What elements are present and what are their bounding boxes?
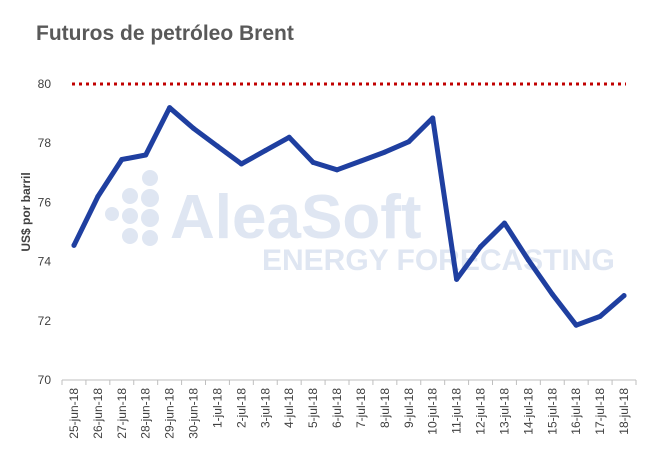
x-tick-label: 25-jun-18 <box>67 388 81 439</box>
data-point <box>597 313 603 319</box>
x-tick-label: 27-jun-18 <box>115 388 129 439</box>
x-tick-label: 5-jul-18 <box>306 388 320 428</box>
data-point <box>143 152 149 158</box>
y-tick-label: 80 <box>38 77 52 91</box>
x-tick-label: 16-jul-18 <box>569 388 583 435</box>
data-point <box>525 257 531 263</box>
watermark-logo: AleaSoft ENERGY FORECASTING <box>105 170 615 277</box>
y-tick-label: 76 <box>38 195 52 209</box>
x-tick-label: 15-jul-18 <box>545 388 559 435</box>
data-point <box>621 293 627 299</box>
series-points <box>71 105 627 328</box>
watermark-tagline: ENERGY FORECASTING <box>262 244 615 277</box>
data-point <box>454 276 460 282</box>
data-point <box>430 115 436 121</box>
data-point <box>310 159 316 165</box>
data-point <box>95 193 101 199</box>
x-axis-ticks: 25-jun-18 26-jun-18 27-jun-18 28-jun-18 29-j… <box>61 380 637 439</box>
x-tick-label: 13-jul-18 <box>497 388 511 435</box>
data-point <box>406 139 412 145</box>
x-tick-label: 10-jul-18 <box>426 388 440 435</box>
x-tick-label: 4-jul-18 <box>282 388 296 428</box>
x-tick-label: 28-jun-18 <box>139 388 153 439</box>
x-tick-label: 8-jul-18 <box>378 388 392 428</box>
x-tick-label: 14-jul-18 <box>521 388 535 435</box>
data-point <box>573 322 579 328</box>
x-tick-label: 9-jul-18 <box>402 388 416 428</box>
x-tick-label: 12-jul-18 <box>474 388 488 435</box>
data-point <box>71 242 77 248</box>
data-point <box>382 149 388 155</box>
x-tick-label: 6-jul-18 <box>330 388 344 428</box>
data-point <box>119 156 125 162</box>
data-point <box>262 148 268 154</box>
x-tick-label: 3-jul-18 <box>258 388 272 428</box>
data-point <box>238 161 244 167</box>
watermark-dots-icon <box>105 170 159 246</box>
data-point <box>334 167 340 173</box>
series-line-brent <box>71 105 627 328</box>
y-axis-label: US$ por barril <box>19 172 33 251</box>
y-tick-label: 78 <box>38 136 52 150</box>
chart-title: Futuros de petróleo Brent <box>36 22 294 45</box>
y-tick-label: 72 <box>38 314 52 328</box>
x-tick-label: 29-jun-18 <box>163 388 177 439</box>
x-tick-label: 11-jul-18 <box>450 388 464 434</box>
data-point <box>214 143 220 149</box>
data-point <box>549 291 555 297</box>
data-point <box>478 244 484 250</box>
watermark-brand: AleaSoft <box>170 183 421 252</box>
data-point <box>191 125 197 131</box>
y-tick-label: 70 <box>38 373 52 387</box>
x-tick-label: 2-jul-18 <box>234 388 248 428</box>
y-axis-ticks: 70 72 74 76 78 80 <box>38 77 52 387</box>
x-tick-label: 18-jul-18 <box>617 388 631 435</box>
x-tick-label: 7-jul-18 <box>354 388 368 428</box>
data-point <box>286 134 292 140</box>
data-point <box>358 158 364 164</box>
x-tick-label: 26-jun-18 <box>91 388 105 439</box>
x-tick-label: 1-jul-18 <box>210 388 224 428</box>
x-tick-label: 30-jun-18 <box>187 388 201 439</box>
y-tick-label: 74 <box>38 255 52 269</box>
x-tick-label: 17-jul-18 <box>593 388 607 435</box>
data-point <box>501 220 507 226</box>
data-point <box>167 105 173 111</box>
